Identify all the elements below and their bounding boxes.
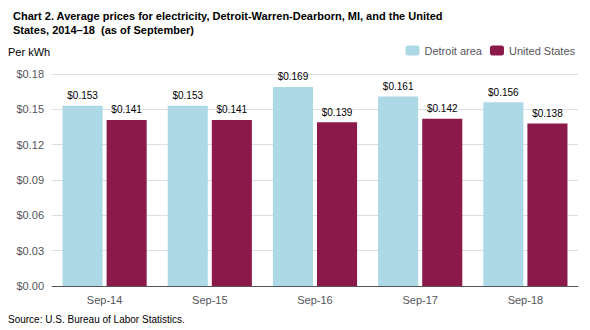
svg-text:Sep-14: Sep-14 [87,294,122,306]
svg-text:United States: United States [509,45,576,57]
svg-text:Sep-17: Sep-17 [402,294,437,306]
svg-text:Detroit area: Detroit area [424,45,482,57]
svg-text:$0.00: $0.00 [16,280,44,292]
svg-text:$0.161: $0.161 [383,81,414,92]
svg-text:$0.141: $0.141 [111,104,142,115]
svg-text:$0.169: $0.169 [278,71,309,82]
svg-text:$0.15: $0.15 [16,103,44,115]
svg-text:$0.142: $0.142 [427,103,458,114]
svg-text:$0.138: $0.138 [532,108,563,119]
svg-text:$0.09: $0.09 [16,174,44,186]
svg-text:Sep-18: Sep-18 [508,294,543,306]
svg-text:Chart 2. Average prices for el: Chart 2. Average prices for electricity,… [13,10,443,22]
svg-text:$0.153: $0.153 [67,90,98,101]
svg-text:$0.18: $0.18 [16,68,44,80]
svg-text:$0.141: $0.141 [217,104,248,115]
svg-text:$0.156: $0.156 [488,87,519,98]
svg-text:Per kWh: Per kWh [8,46,50,58]
svg-text:$0.153: $0.153 [172,90,203,101]
svg-text:Sep-15: Sep-15 [192,294,227,306]
svg-text:$0.06: $0.06 [16,209,44,221]
svg-text:$0.03: $0.03 [16,245,44,257]
svg-text:$0.139: $0.139 [322,107,353,118]
svg-text:Source: U.S. Bureau of Labor S: Source: U.S. Bureau of Labor Statistics. [8,314,185,325]
svg-text:States, 2014–18 (as of Septem: States, 2014–18 (as of September) [13,24,194,36]
svg-text:$0.12: $0.12 [16,139,44,151]
svg-text:Sep-16: Sep-16 [297,294,332,306]
